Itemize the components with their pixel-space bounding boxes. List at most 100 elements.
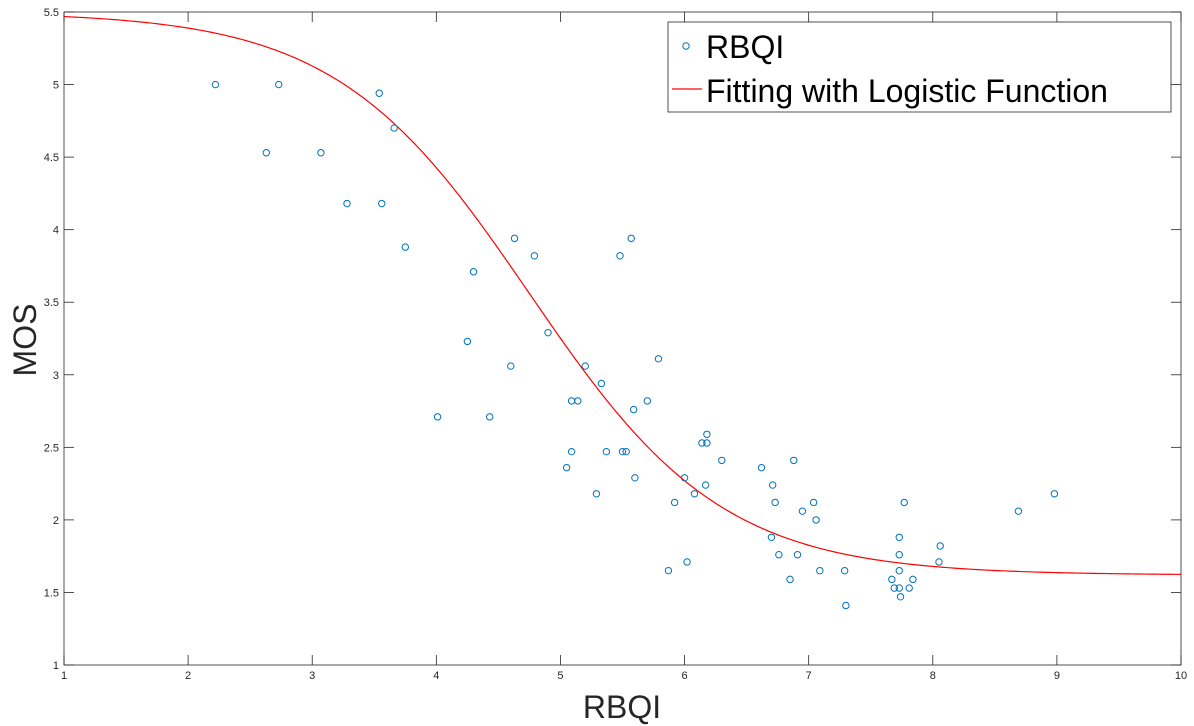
scatter-point	[790, 456, 798, 465]
scatter-point	[643, 397, 652, 405]
y-tick-label: 1.5	[44, 587, 59, 599]
x-axis-label: RBQI	[583, 689, 661, 725]
y-tick-label: 5	[53, 80, 59, 92]
scatter-point	[701, 481, 710, 489]
scatter-point	[262, 149, 271, 157]
scatter-point	[627, 234, 635, 243]
x-tick-label: 9	[1054, 670, 1060, 682]
x-tick-label: 4	[433, 670, 439, 682]
scatter-point	[900, 498, 908, 507]
scatter-point	[375, 89, 383, 97]
scatter-point	[1050, 490, 1059, 498]
scatter-point	[507, 362, 515, 370]
scatter-point	[809, 498, 818, 507]
scatter-point	[718, 456, 726, 465]
scatter-point	[401, 243, 410, 251]
scatter-point	[654, 355, 663, 363]
scatter-point	[592, 490, 601, 498]
scatter-point	[909, 575, 917, 584]
scatter-point	[798, 507, 807, 515]
y-tick-label: 1	[53, 660, 59, 672]
y-axis-label: MOS	[7, 304, 43, 377]
x-tick-label: 10	[1175, 670, 1187, 682]
scatter-point	[890, 584, 899, 592]
scatter-point	[597, 379, 606, 388]
scatter-point	[690, 490, 699, 498]
y-tick-label: 5.5	[44, 7, 59, 19]
scatter-point	[786, 575, 794, 584]
scatter-point	[343, 199, 351, 208]
scatter-point	[275, 80, 283, 89]
scatter-point	[602, 447, 611, 456]
scatter-point	[616, 252, 624, 260]
scatter-point	[567, 447, 576, 456]
x-tick-label: 2	[185, 670, 191, 682]
scatter-point	[211, 80, 220, 89]
scatter-point	[757, 463, 766, 472]
x-tick-label: 5	[557, 670, 563, 682]
scatter-point	[698, 439, 706, 447]
x-tick-label: 3	[309, 670, 315, 682]
scatter-point	[317, 149, 325, 157]
scatter-point	[622, 447, 630, 456]
scatter-point	[562, 463, 571, 472]
legend-label-rbqi: RBQI	[706, 29, 784, 65]
fit-curve	[63, 15, 1182, 575]
scatter-point	[895, 551, 903, 559]
scatter-point	[680, 474, 689, 482]
legend-box	[667, 21, 1172, 113]
scatter-point	[840, 566, 849, 575]
scatter-point	[463, 337, 472, 346]
scatter-point	[895, 533, 903, 542]
x-tick-label: 8	[930, 670, 936, 682]
legend-marker-rbqi	[682, 42, 690, 50]
scatter-point	[703, 439, 711, 447]
scatter-point	[618, 447, 627, 456]
scatter-points	[211, 80, 1059, 610]
x-tick-label: 6	[681, 670, 687, 682]
tick-labels: 1 2 3 4 5 6 7 8 9 10 1 1.5 2 2.5 3 3.5 4 4.5 5 5.5	[44, 7, 1187, 682]
scatter-point	[888, 575, 896, 584]
scatter-point	[664, 566, 673, 575]
y-tick-label: 3	[53, 370, 59, 382]
scatter-point	[793, 551, 802, 559]
scatter-point	[816, 566, 824, 575]
scatter-point	[895, 584, 903, 592]
plot-box	[63, 11, 1182, 666]
x-tick-label: 7	[806, 670, 812, 682]
y-tick-label: 4	[53, 225, 59, 237]
scatter-point	[905, 584, 913, 592]
scatter-point	[771, 498, 779, 507]
y-tick-label: 2	[53, 515, 59, 527]
plot-background	[64, 12, 1181, 665]
y-tick-label: 4.5	[44, 152, 59, 164]
scatter-point	[390, 124, 398, 132]
scatter-point	[775, 551, 783, 559]
scatter-point	[768, 481, 777, 489]
legend: RBQI Fitting with Logistic Function	[667, 21, 1172, 113]
scatter-point	[935, 558, 943, 566]
x-tick-label: 1	[61, 670, 67, 682]
scatter-point	[544, 328, 552, 337]
scatter-point	[683, 558, 691, 566]
scatter-point	[895, 566, 903, 575]
scatter-point	[703, 430, 711, 438]
scatter-point	[896, 593, 905, 601]
scatter-point	[1014, 507, 1023, 515]
scatter-point	[486, 413, 494, 421]
scatter-point	[812, 516, 820, 524]
scatter-point	[469, 268, 478, 276]
scatter-point	[936, 542, 944, 550]
scatter-point	[433, 413, 442, 421]
scatter-point	[581, 362, 589, 370]
y-tick-label: 3.5	[44, 297, 59, 309]
scatter-point	[767, 533, 776, 542]
scatter-point	[378, 199, 386, 208]
y-tick-label: 2.5	[44, 442, 59, 454]
scatter-point	[629, 405, 638, 414]
scatter-point	[574, 397, 582, 405]
scatter-point	[510, 234, 519, 243]
scatter-point	[530, 252, 539, 260]
scatter-point	[670, 498, 679, 507]
